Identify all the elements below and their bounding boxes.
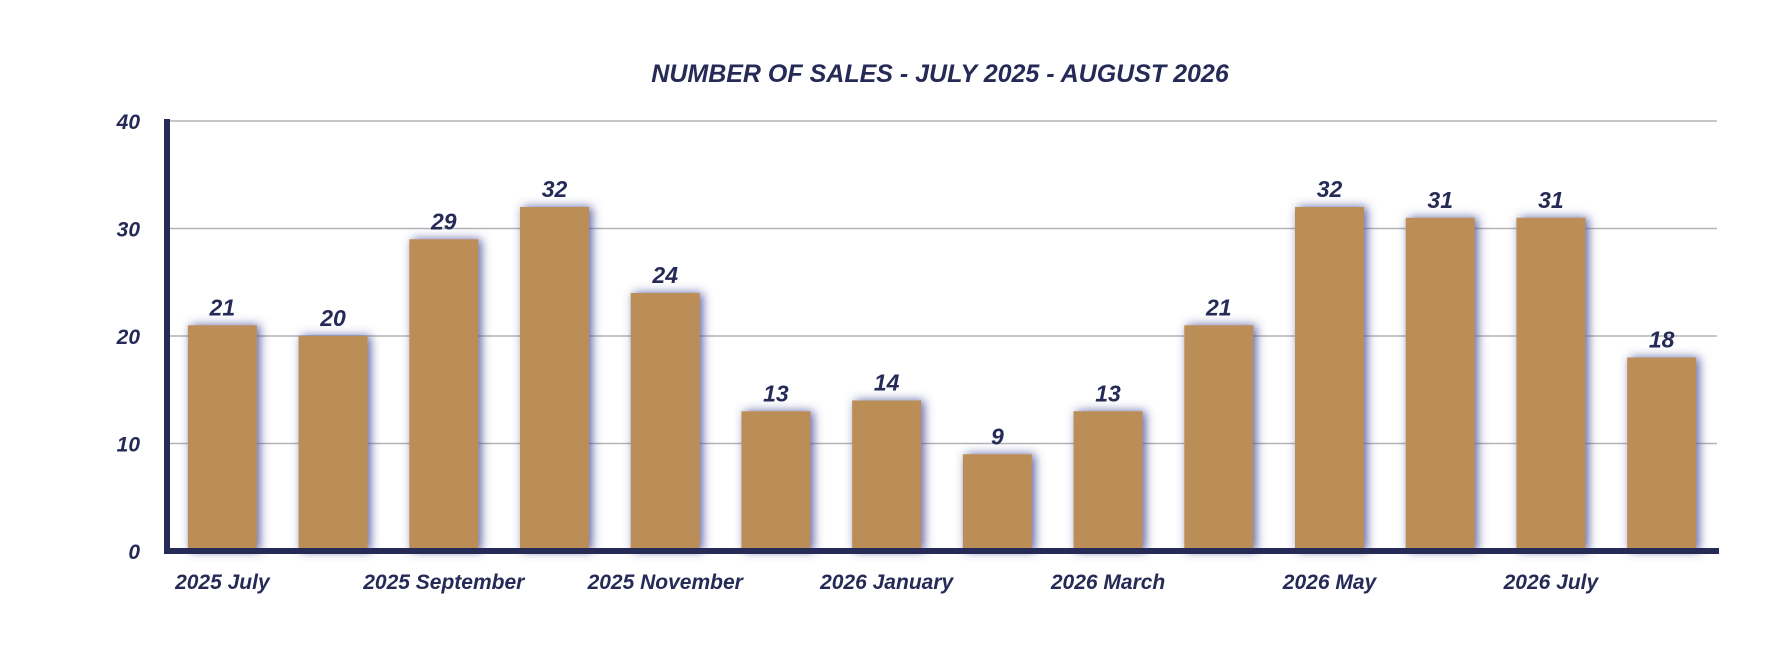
data-label: 13: [1095, 380, 1121, 406]
x-tick-label: 2025 July: [174, 571, 271, 594]
data-label: 21: [1205, 294, 1232, 320]
bar: [852, 400, 922, 551]
y-tick-label: 10: [117, 434, 141, 457]
data-label: 13: [763, 380, 789, 406]
y-tick-label: 20: [116, 326, 141, 349]
bar: [1405, 217, 1475, 551]
x-tick-label: 2025 September: [362, 571, 526, 594]
bar: [1516, 217, 1586, 551]
x-tick-label: 2026 May: [1282, 571, 1378, 594]
data-labels: 21 20 29 32 24 13 14 9 13 21 32 31 31 18: [209, 176, 1675, 449]
bar: [962, 454, 1032, 551]
x-tick-label: 2025 November: [587, 571, 745, 594]
bar: [1184, 325, 1254, 551]
x-tick-label: 2026 March: [1050, 571, 1165, 594]
data-label: 24: [651, 262, 678, 288]
data-label: 31: [1427, 187, 1453, 213]
gridlines: [167, 120, 1717, 445]
data-label: 20: [319, 305, 346, 331]
y-tick-label: 40: [116, 111, 141, 134]
data-label: 29: [430, 208, 457, 234]
data-label: 32: [542, 176, 568, 202]
y-axis-tick-labels: 0 10 20 30 40: [116, 111, 141, 564]
chart-title: NUMBER OF SALES - JULY 2025 - AUGUST 202…: [651, 60, 1230, 88]
axes: [164, 119, 1719, 554]
x-tick-label: 2026 January: [819, 571, 954, 594]
bar: [1073, 411, 1143, 551]
data-label: 9: [991, 423, 1004, 449]
data-label: 31: [1538, 187, 1564, 213]
y-tick-label: 30: [117, 219, 141, 242]
bar: [1295, 207, 1364, 551]
x-tick-label: 2026 July: [1503, 571, 1600, 594]
data-label: 18: [1649, 327, 1675, 353]
data-label: 21: [209, 294, 236, 320]
bar: [1627, 357, 1697, 551]
bar: [298, 336, 368, 551]
bar: [409, 239, 479, 551]
data-label: 32: [1317, 176, 1343, 202]
y-tick-label: 0: [128, 541, 140, 564]
bar: [630, 293, 700, 551]
bar: [520, 207, 589, 551]
x-axis-tick-labels: 2025 July 2025 September 2025 November 2026…: [174, 571, 1599, 594]
bar: [741, 411, 811, 551]
bars: [187, 207, 1697, 551]
data-label: 14: [874, 370, 900, 396]
bar: [187, 325, 257, 551]
